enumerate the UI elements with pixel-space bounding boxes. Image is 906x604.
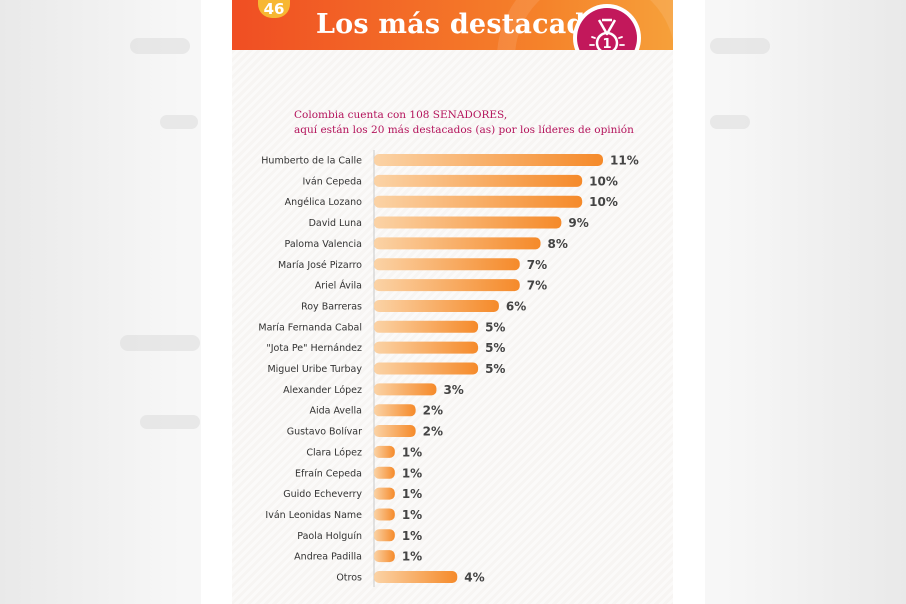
bar bbox=[374, 258, 520, 271]
value-label: 7% bbox=[527, 258, 547, 272]
category-label: Gustavo Bolívar bbox=[287, 427, 362, 438]
value-label: 1% bbox=[402, 466, 422, 480]
value-label: 10% bbox=[589, 174, 618, 188]
blurred-text bbox=[710, 38, 770, 54]
category-label: Andrea Padilla bbox=[294, 552, 362, 563]
blurred-text bbox=[140, 415, 200, 429]
value-label: 5% bbox=[485, 341, 505, 355]
category-label: Miguel Uribe Turbay bbox=[267, 364, 362, 375]
value-label: 9% bbox=[568, 216, 588, 230]
chart-subtitle: Colombia cuenta con 108 SENADORES, aquí … bbox=[294, 108, 654, 138]
bar bbox=[374, 216, 562, 229]
bar bbox=[374, 362, 479, 375]
bar bbox=[374, 404, 416, 417]
value-label: 3% bbox=[443, 383, 463, 397]
subtitle-line-2: aquí están los 20 más destacados (as) po… bbox=[294, 124, 634, 136]
bar bbox=[374, 320, 479, 333]
bar bbox=[374, 529, 395, 542]
bar bbox=[374, 466, 395, 479]
bar bbox=[374, 383, 437, 396]
category-label: Paola Holguín bbox=[297, 531, 362, 542]
bar bbox=[374, 154, 603, 166]
value-label: 2% bbox=[423, 425, 443, 439]
value-label: 5% bbox=[485, 362, 505, 376]
bar bbox=[374, 279, 520, 292]
value-label: 11% bbox=[610, 154, 639, 168]
medal-number: 1 bbox=[602, 37, 611, 52]
bar bbox=[374, 487, 395, 500]
value-label: 8% bbox=[548, 237, 568, 251]
subtitle-line-1: Colombia cuenta con 108 SENADORES, bbox=[294, 109, 508, 121]
category-label: Efraín Cepeda bbox=[295, 468, 362, 479]
category-label: Alexander López bbox=[283, 385, 362, 396]
blurred-text bbox=[120, 335, 200, 351]
category-label: Ariel Ávila bbox=[315, 280, 362, 292]
bar bbox=[374, 341, 479, 354]
blurred-text bbox=[160, 115, 198, 129]
value-label: 1% bbox=[402, 487, 422, 501]
category-label: Iván Cepeda bbox=[303, 176, 363, 187]
category-label: Paloma Valencia bbox=[285, 239, 362, 250]
category-label: Roy Barreras bbox=[301, 301, 362, 312]
value-label: 2% bbox=[423, 404, 443, 418]
value-label: 10% bbox=[589, 195, 618, 209]
page-title: Los más destacados bbox=[316, 9, 620, 40]
value-label: 5% bbox=[485, 320, 505, 334]
category-label: Aida Avella bbox=[309, 406, 362, 417]
bar bbox=[374, 299, 499, 312]
bar bbox=[374, 445, 395, 458]
category-label: Guido Echeverry bbox=[283, 489, 362, 500]
bar bbox=[374, 571, 458, 583]
category-label: Clara López bbox=[306, 447, 362, 458]
value-label: 6% bbox=[506, 299, 526, 313]
category-label: David Luna bbox=[309, 218, 362, 229]
value-label: 1% bbox=[402, 529, 422, 543]
blurred-text bbox=[130, 38, 190, 54]
value-label: 1% bbox=[402, 445, 422, 459]
bar bbox=[374, 195, 583, 208]
value-label: 1% bbox=[402, 550, 422, 564]
category-label: Iván Leonidas Name bbox=[265, 510, 362, 521]
category-label: Otros bbox=[336, 573, 362, 584]
value-label: 7% bbox=[527, 279, 547, 293]
bar bbox=[374, 174, 583, 187]
value-label: 1% bbox=[402, 508, 422, 522]
value-label: 4% bbox=[464, 571, 484, 585]
bar-chart: Humberto de la Calle 11% Iván Cepeda 10% Ang… bbox=[258, 150, 639, 587]
bar bbox=[374, 425, 416, 438]
category-label: Humberto de la Calle bbox=[261, 156, 362, 167]
category-label: Angélica Lozano bbox=[285, 197, 363, 208]
category-label: "Jota Pe" Hernández bbox=[266, 343, 362, 354]
bar bbox=[374, 237, 541, 250]
category-label: María Fernanda Cabal bbox=[258, 322, 362, 333]
page-number: 46 bbox=[258, 0, 290, 18]
bar bbox=[374, 508, 395, 521]
bar bbox=[374, 550, 395, 563]
category-label: María José Pizarro bbox=[278, 260, 362, 271]
blurred-text bbox=[710, 115, 750, 129]
